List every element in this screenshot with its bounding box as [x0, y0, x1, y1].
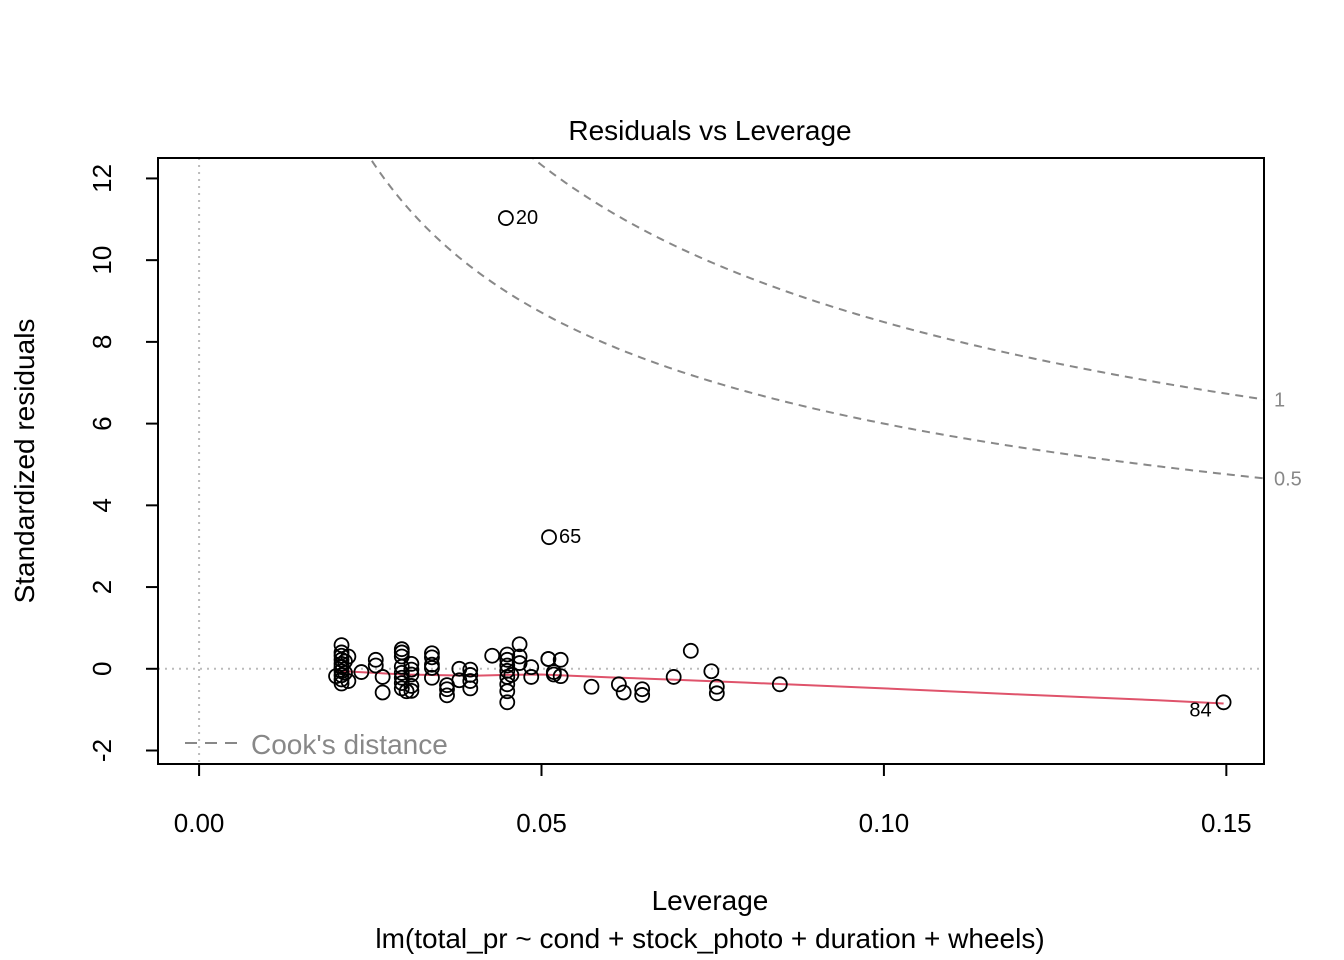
data-point: [403, 661, 420, 678]
data-point: [545, 666, 562, 683]
plot-frame: [157, 157, 1265, 765]
point-label-84: 84: [1189, 699, 1211, 721]
x-tick-label: 0.10: [859, 808, 910, 838]
data-point: [367, 657, 384, 674]
data-point: [499, 657, 516, 674]
data-point: [462, 661, 479, 678]
x-tick-label: 0.15: [1201, 808, 1252, 838]
data-point: [703, 663, 720, 680]
data-point: [374, 669, 391, 685]
chart-title: Residuals vs Leverage: [568, 115, 851, 146]
point-label-65: 65: [559, 526, 581, 548]
y-tick-label: 12: [87, 164, 117, 193]
x-tick-label: 0.05: [516, 808, 567, 838]
data-point: [615, 684, 632, 701]
data-point: [708, 685, 725, 702]
data-point: [771, 676, 788, 693]
data-point: [424, 669, 440, 686]
data-point: [462, 680, 479, 697]
cooks-distance-curves: [368, 158, 1264, 480]
data-point: [552, 651, 569, 668]
cooks-distance-label-1: 1: [1274, 389, 1285, 411]
data-point: [337, 664, 353, 681]
data-point: [682, 642, 699, 659]
data-point: [340, 673, 357, 689]
data-point: [439, 681, 455, 698]
data-point: [708, 678, 725, 695]
data-point: [610, 676, 627, 693]
data-point: [353, 664, 370, 680]
data-point: [393, 664, 410, 681]
data-point: [541, 529, 557, 546]
data-point: [499, 683, 516, 700]
data-point: [439, 687, 455, 704]
data-point: [393, 675, 410, 691]
data-point: [1215, 694, 1232, 711]
y-tick-label: -2: [87, 739, 117, 762]
cooks-distance-curve-0.5: [368, 158, 1264, 480]
data-point: [499, 694, 516, 711]
data-point: [462, 673, 479, 689]
data-point: [367, 651, 384, 668]
data-point: [511, 636, 528, 653]
data-point: [634, 687, 651, 703]
data-point: [424, 660, 440, 676]
cooks-distance-curve-1: [531, 158, 1264, 401]
data-point: [523, 669, 540, 685]
y-tick-label: 2: [87, 580, 117, 594]
data-point: [540, 651, 557, 667]
plot-area: 20 65 84: [158, 158, 1264, 764]
x-tick-label: 0.00: [174, 808, 225, 838]
legend-label: Cook's distance: [251, 729, 448, 760]
data-point: [583, 678, 600, 695]
data-points: [328, 210, 1232, 711]
data-point: [403, 678, 420, 694]
y-tick-label: 10: [87, 246, 117, 275]
y-tick-label: 8: [87, 335, 117, 349]
data-point: [634, 681, 651, 698]
point-label-20: 20: [516, 207, 538, 229]
x-axis: 0.00 0.05 0.10 0.15: [174, 763, 1252, 838]
data-point: [552, 668, 569, 685]
data-point: [393, 669, 410, 686]
data-point: [484, 647, 501, 664]
reference-lines: [158, 158, 1264, 764]
data-point: [499, 676, 516, 693]
y-tick-label: 4: [87, 498, 117, 512]
data-point: [511, 648, 528, 665]
data-point: [403, 666, 420, 683]
data-point: [374, 684, 391, 701]
data-point: [503, 667, 520, 683]
data-point: [523, 659, 540, 676]
model-formula-subtitle: lm(total_pr ~ cond + stock_photo + durat…: [375, 923, 1044, 954]
data-point: [499, 646, 516, 663]
data-point: [393, 658, 410, 675]
data-point: [403, 682, 420, 699]
y-axis: -2 0 2 4 6 8 10 12: [87, 164, 159, 762]
data-point: [665, 669, 682, 685]
y-axis-label: Standardized residuals: [9, 319, 40, 604]
x-axis-label: Leverage: [652, 885, 769, 916]
y-tick-label: 0: [87, 662, 117, 676]
y-tick-label: 6: [87, 416, 117, 430]
data-point: [424, 649, 440, 666]
point-labels: 20 65 84: [516, 207, 1212, 721]
data-point: [403, 655, 420, 672]
legend: Cook's distance: [185, 729, 448, 760]
data-point: [398, 683, 415, 700]
data-point: [340, 648, 357, 665]
cooks-distance-label-0.5: 0.5: [1274, 468, 1302, 490]
data-point: [497, 210, 514, 226]
data-point: [337, 653, 353, 670]
